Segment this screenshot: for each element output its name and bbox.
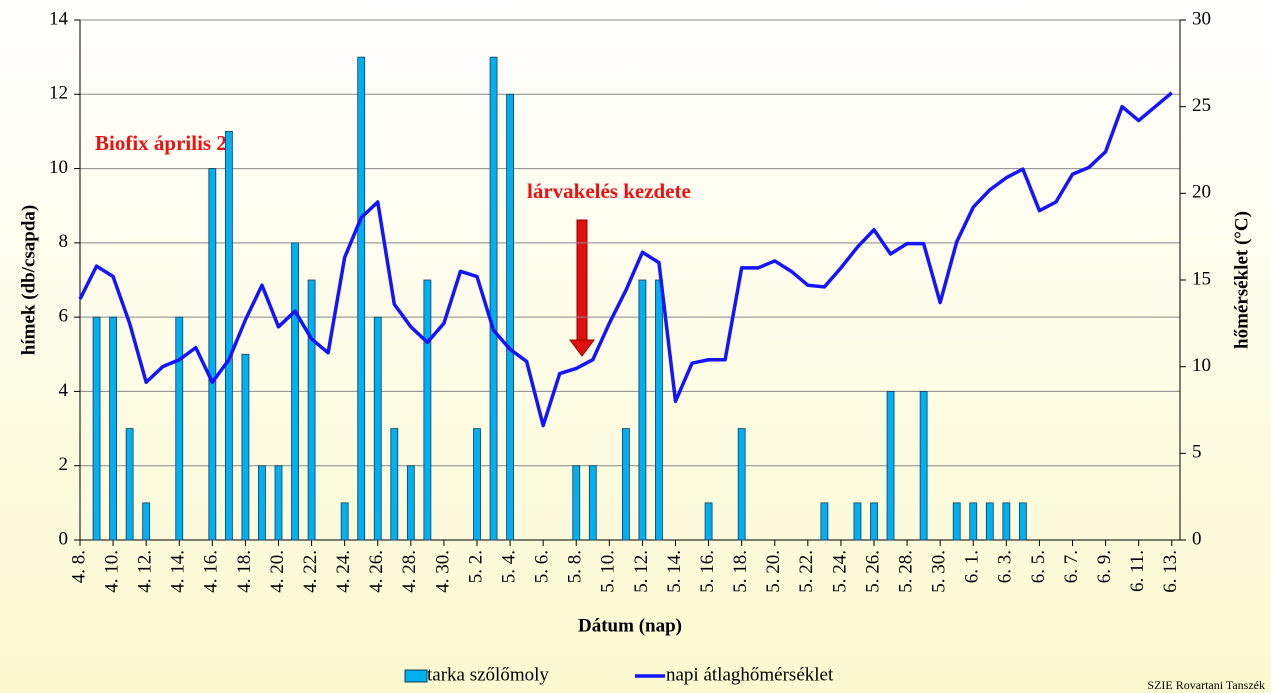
x-tick-label: 4. 30. [432, 550, 453, 593]
y-tick-label: 6 [59, 306, 69, 327]
x-tick-label: 5. 12. [631, 550, 652, 593]
y-tick-label: 0 [59, 528, 69, 549]
x-tick-label: 6. 11. [1127, 550, 1148, 592]
arrow [569, 219, 595, 357]
y-tick-label: 2 [59, 454, 69, 475]
x-tick-label: 4. 16. [201, 550, 222, 593]
bar [373, 316, 382, 541]
x-tick-label: 4. 12. [135, 550, 156, 593]
annotation: lárvakelés kezdete [527, 179, 691, 203]
bar [109, 316, 117, 541]
y2-axis-title: hőmérséklet (°C) [1231, 211, 1252, 349]
bar [274, 465, 283, 541]
x-tick-label: 5. 4. [498, 550, 519, 583]
bar [737, 428, 746, 541]
bar [142, 502, 151, 541]
legend-swatch [404, 669, 428, 683]
y2-tick-label: 30 [1192, 8, 1211, 29]
bar [423, 279, 432, 541]
bar [985, 502, 994, 541]
bar [952, 502, 961, 541]
annotation: Biofix április 2. [95, 131, 232, 155]
bar [1002, 502, 1011, 541]
x-tick-label: 5. 8. [565, 550, 586, 583]
bar [853, 502, 862, 541]
bar [621, 428, 630, 541]
y-tick-label: 10 [49, 157, 68, 178]
bar [357, 56, 366, 541]
bar [125, 428, 134, 541]
bar [92, 316, 101, 541]
x-tick-label: 4. 20. [267, 550, 288, 593]
legend-label: napi átlaghőmérséklet [666, 664, 834, 685]
bar [1018, 502, 1027, 541]
bar [820, 502, 829, 541]
x-tick-label: 4. 24. [333, 550, 354, 593]
y-tick-label: 8 [59, 231, 69, 252]
bar [655, 279, 663, 541]
x-tick-label: 4. 10. [101, 550, 122, 593]
bar [489, 56, 498, 541]
x-tick-label: 5. 24. [829, 550, 850, 593]
bar [340, 502, 349, 541]
bar [307, 279, 316, 541]
x-tick-label: 4. 18. [234, 550, 255, 593]
x-tick-label: 6. 5. [1028, 550, 1049, 583]
bar [175, 316, 184, 541]
y2-tick-label: 0 [1192, 528, 1202, 549]
bar [870, 502, 878, 541]
bar [919, 391, 928, 541]
x-tick-label: 5. 2. [465, 550, 486, 583]
footer: SZIE Rovartani Tanszék [1147, 678, 1265, 692]
line [78, 91, 1173, 428]
bar [506, 93, 514, 541]
bar [208, 168, 217, 541]
bar [969, 502, 978, 541]
x-tick-label: 5. 26. [862, 550, 883, 593]
x-tick-label: 5. 16. [697, 550, 718, 593]
x-axis-title: Dátum (nap) [578, 615, 682, 636]
bar [572, 465, 581, 541]
x-tick-label: 6. 1. [962, 550, 983, 583]
bar [886, 391, 895, 541]
bar [588, 465, 597, 541]
x-tick-label: 4. 28. [399, 550, 420, 593]
y-tick-label: 14 [49, 8, 69, 29]
x-tick-label: 6. 13. [1160, 550, 1181, 593]
bar [291, 242, 299, 541]
x-tick-label: 4. 22. [300, 550, 321, 593]
x-tick-label: 5. 14. [664, 550, 685, 593]
x-tick-label: 5. 18. [730, 550, 751, 593]
y2-tick-label: 10 [1192, 355, 1211, 376]
bar [224, 131, 233, 541]
x-tick-label: 5. 28. [895, 550, 916, 593]
x-tick-label: 4. 8. [68, 550, 89, 583]
x-tick-label: 5. 30. [929, 550, 950, 593]
x-tick-label: 5. 10. [598, 550, 619, 593]
x-tick-label: 6. 9. [1094, 550, 1115, 583]
y-tick-label: 4 [59, 380, 69, 401]
x-tick-label: 5. 6. [532, 550, 553, 583]
bar [638, 279, 647, 541]
bar [390, 428, 399, 541]
bar [258, 465, 266, 541]
bar [704, 502, 713, 541]
bar [241, 353, 250, 541]
x-tick-label: 6. 3. [995, 550, 1016, 583]
y2-tick-label: 5 [1192, 442, 1202, 463]
bar [406, 465, 415, 541]
y2-tick-label: 25 [1192, 95, 1211, 116]
x-tick-label: 5. 22. [796, 550, 817, 593]
x-tick-label: 4. 14. [168, 550, 189, 593]
bar [473, 428, 481, 541]
y-tick-label: 12 [49, 83, 68, 104]
y2-tick-label: 20 [1192, 182, 1211, 203]
y-axis-title: hímek (db/csapda) [18, 205, 39, 355]
x-tick-label: 4. 26. [366, 550, 387, 593]
y2-tick-label: 15 [1192, 268, 1211, 289]
x-tick-label: 6. 7. [1061, 550, 1082, 583]
x-tick-label: 5. 20. [763, 550, 784, 593]
legend-label: tarka szőlőmoly [427, 664, 549, 685]
